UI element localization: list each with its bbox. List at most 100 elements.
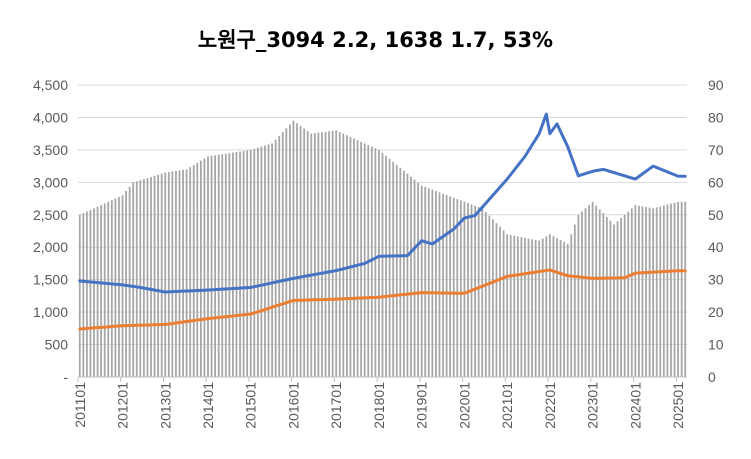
- bar: [89, 209, 92, 377]
- bar: [452, 197, 455, 377]
- bar: [128, 186, 131, 377]
- bar: [630, 208, 633, 377]
- bar: [549, 234, 551, 377]
- x-tick-label: 201601: [285, 382, 301, 429]
- bar: [602, 213, 605, 377]
- bar: [634, 205, 637, 377]
- bar: [570, 234, 573, 377]
- bar: [588, 205, 590, 377]
- bar: [303, 128, 306, 377]
- line-series: [78, 112, 687, 331]
- bar: [374, 148, 377, 377]
- y-left-tick-label: 1,500: [33, 272, 68, 288]
- bar: [203, 158, 206, 377]
- bar: [385, 155, 387, 377]
- bar: [541, 238, 544, 377]
- bar: [502, 230, 505, 377]
- bar: [353, 138, 355, 377]
- bar: [616, 221, 619, 377]
- bar: [217, 154, 220, 377]
- bar: [378, 149, 380, 377]
- bar: [164, 172, 167, 377]
- bar: [492, 219, 494, 377]
- series-line: [78, 112, 687, 294]
- x-tick-label: 202201: [542, 382, 558, 429]
- y-right-tick-label: 10: [708, 337, 724, 353]
- y-right-tick-label: 20: [708, 304, 724, 320]
- bar: [684, 201, 687, 377]
- bar: [662, 205, 665, 377]
- bar: [292, 120, 295, 377]
- bar: [506, 234, 509, 377]
- bar: [481, 208, 484, 377]
- x-tick-label: 201801: [371, 382, 387, 429]
- bar: [342, 133, 345, 377]
- bar: [110, 200, 113, 377]
- x-tick-label: 201101: [72, 382, 88, 428]
- series-line: [78, 268, 687, 331]
- y-right-tick-label: 70: [708, 142, 724, 158]
- y-right-tick-label: 80: [708, 109, 724, 125]
- bar: [82, 213, 85, 377]
- bar: [445, 195, 448, 377]
- y-left-tick-label: 4,500: [33, 77, 68, 93]
- bar: [417, 182, 419, 377]
- bar: [114, 198, 117, 377]
- bar: [346, 135, 348, 377]
- bar-series: [78, 120, 687, 377]
- y-left-tick-label: -: [63, 369, 68, 385]
- x-tick-label: 201301: [157, 382, 173, 429]
- bar: [118, 196, 120, 377]
- bar: [584, 208, 587, 377]
- bar: [438, 192, 441, 377]
- bar: [670, 203, 672, 377]
- bar: [182, 169, 184, 377]
- bar: [566, 243, 569, 377]
- bar: [609, 220, 612, 377]
- bar: [228, 153, 231, 377]
- bar: [370, 146, 373, 377]
- bar: [652, 208, 655, 377]
- bar: [239, 151, 241, 377]
- bar: [527, 238, 530, 377]
- bar: [520, 237, 523, 377]
- bar: [246, 150, 249, 377]
- x-tick-label: 201901: [414, 382, 430, 429]
- bar: [363, 143, 366, 377]
- x-tick-label: 201201: [115, 382, 131, 429]
- y-left-tick-label: 3,000: [33, 174, 68, 190]
- bar: [256, 147, 259, 377]
- bar: [278, 135, 281, 377]
- bar: [189, 167, 192, 377]
- bar: [349, 136, 352, 377]
- bar: [253, 148, 256, 377]
- bar: [509, 234, 512, 377]
- bar: [185, 169, 188, 377]
- bar: [146, 178, 149, 377]
- bar: [224, 153, 227, 377]
- bar: [413, 179, 416, 377]
- bar: [595, 205, 598, 377]
- bar: [524, 237, 526, 377]
- bar: [260, 146, 263, 377]
- bar: [96, 206, 99, 377]
- bar: [381, 152, 384, 377]
- y-left-tick-label: 500: [45, 337, 69, 353]
- x-tick-label: 201401: [200, 382, 216, 429]
- bar: [456, 199, 459, 377]
- x-tick-label: 202501: [670, 382, 686, 429]
- bar: [410, 176, 412, 377]
- bar: [577, 214, 580, 377]
- bar: [488, 215, 491, 377]
- y-right-tick-label: 30: [708, 272, 724, 288]
- bar: [242, 150, 245, 377]
- bar: [627, 211, 630, 377]
- bar: [210, 155, 213, 377]
- bar: [139, 180, 142, 377]
- bar: [93, 208, 95, 377]
- bar: [513, 235, 516, 377]
- bar: [271, 143, 273, 377]
- x-tick-label: 201701: [328, 382, 344, 429]
